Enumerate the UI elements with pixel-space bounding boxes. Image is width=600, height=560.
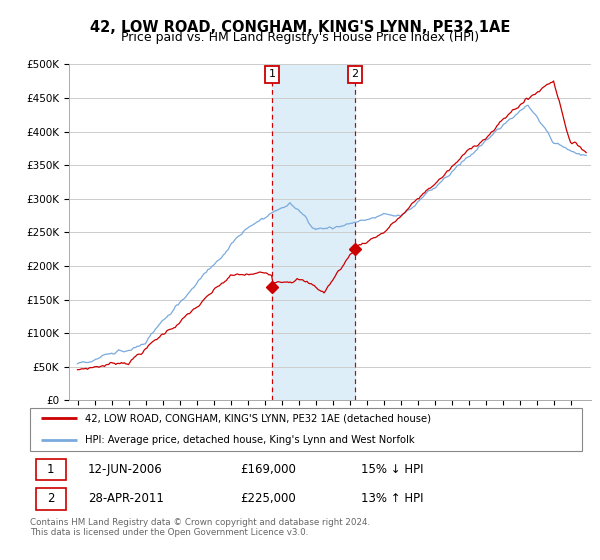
FancyBboxPatch shape <box>35 488 66 510</box>
Text: 2: 2 <box>352 69 359 80</box>
Text: 12-JUN-2006: 12-JUN-2006 <box>88 463 163 477</box>
Text: 2: 2 <box>47 492 55 506</box>
Text: 1: 1 <box>47 463 55 477</box>
Text: 42, LOW ROAD, CONGHAM, KING'S LYNN, PE32 1AE: 42, LOW ROAD, CONGHAM, KING'S LYNN, PE32… <box>90 20 510 35</box>
Text: 28-APR-2011: 28-APR-2011 <box>88 492 164 506</box>
Text: Price paid vs. HM Land Registry's House Price Index (HPI): Price paid vs. HM Land Registry's House … <box>121 31 479 44</box>
Text: 1: 1 <box>269 69 275 80</box>
Text: HPI: Average price, detached house, King's Lynn and West Norfolk: HPI: Average price, detached house, King… <box>85 435 415 445</box>
Text: 13% ↑ HPI: 13% ↑ HPI <box>361 492 424 506</box>
FancyBboxPatch shape <box>30 408 582 451</box>
Text: £225,000: £225,000 <box>240 492 296 506</box>
Text: £169,000: £169,000 <box>240 463 296 477</box>
Text: 15% ↓ HPI: 15% ↓ HPI <box>361 463 424 477</box>
Text: Contains HM Land Registry data © Crown copyright and database right 2024.
This d: Contains HM Land Registry data © Crown c… <box>30 518 370 538</box>
Bar <box>272 64 355 400</box>
Text: 42, LOW ROAD, CONGHAM, KING'S LYNN, PE32 1AE (detached house): 42, LOW ROAD, CONGHAM, KING'S LYNN, PE32… <box>85 413 431 423</box>
FancyBboxPatch shape <box>35 459 66 480</box>
